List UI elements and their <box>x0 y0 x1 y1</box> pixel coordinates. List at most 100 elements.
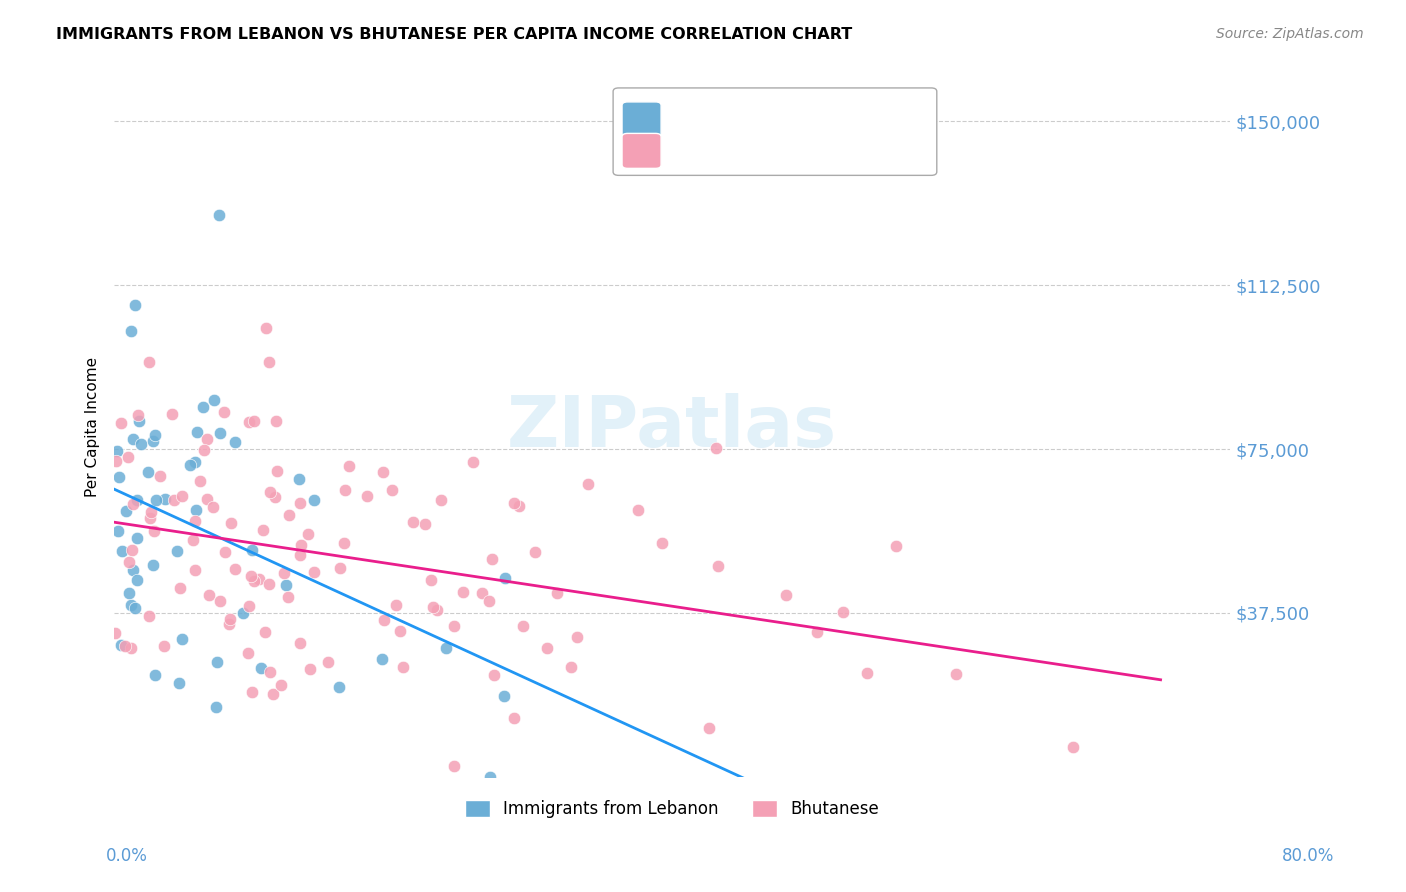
Point <box>107 524 129 538</box>
Point <box>373 613 395 627</box>
Point <box>236 646 259 660</box>
Point <box>232 607 254 621</box>
Point <box>356 489 378 503</box>
Point <box>254 624 277 639</box>
Point <box>240 569 263 583</box>
Point <box>125 531 148 545</box>
Point <box>484 668 506 682</box>
Point <box>413 517 436 532</box>
Point <box>153 639 176 653</box>
Point <box>328 680 350 694</box>
Point <box>184 514 207 528</box>
Point <box>129 437 152 451</box>
Point <box>117 450 139 464</box>
Point <box>512 618 534 632</box>
Point <box>160 408 183 422</box>
Point <box>136 465 159 479</box>
Point <box>240 543 263 558</box>
Point <box>277 590 299 604</box>
Point <box>576 476 599 491</box>
Point <box>141 505 163 519</box>
Text: ZIPatlas: ZIPatlas <box>508 392 838 462</box>
Point <box>257 577 280 591</box>
Point <box>471 586 494 600</box>
Text: 80.0%: 80.0% <box>1281 847 1334 865</box>
Point <box>184 562 207 576</box>
Point <box>238 415 260 429</box>
Point <box>385 599 408 613</box>
Point <box>124 601 146 615</box>
Point <box>707 558 730 573</box>
Point <box>117 555 139 569</box>
Point <box>290 636 312 650</box>
Point <box>214 545 236 559</box>
Point <box>138 354 160 368</box>
Point <box>243 414 266 428</box>
Point <box>198 588 221 602</box>
Point <box>831 605 853 619</box>
Point <box>208 426 231 441</box>
Point <box>287 472 309 486</box>
Point <box>546 586 568 600</box>
Point <box>208 594 231 608</box>
Point <box>257 355 280 369</box>
Point <box>697 722 720 736</box>
Point <box>651 536 673 550</box>
Point <box>565 630 588 644</box>
Point <box>426 603 449 617</box>
Point <box>560 659 582 673</box>
FancyBboxPatch shape <box>621 134 661 169</box>
Point <box>120 598 142 612</box>
Point <box>120 324 142 338</box>
Point <box>145 492 167 507</box>
Point <box>266 464 288 478</box>
Point <box>191 401 214 415</box>
Point <box>266 414 288 428</box>
Point <box>105 444 128 458</box>
Point <box>316 655 339 669</box>
Point <box>163 493 186 508</box>
Point <box>536 641 558 656</box>
Point <box>288 548 311 562</box>
Point <box>478 594 501 608</box>
Point <box>263 490 285 504</box>
Point <box>884 539 907 553</box>
Point <box>508 499 530 513</box>
Point <box>120 640 142 655</box>
Point <box>451 585 474 599</box>
Point <box>333 535 356 549</box>
Point <box>212 405 235 419</box>
Point <box>254 321 277 335</box>
Legend: Immigrants from Lebanon, Bhutanese: Immigrants from Lebanon, Bhutanese <box>458 793 886 824</box>
Point <box>143 427 166 442</box>
Point <box>111 544 134 558</box>
Point <box>302 492 325 507</box>
Point <box>329 561 352 575</box>
Text: 0.0%: 0.0% <box>105 847 148 865</box>
Point <box>139 511 162 525</box>
Point <box>104 454 127 468</box>
Point <box>114 640 136 654</box>
Point <box>184 503 207 517</box>
Point <box>259 484 281 499</box>
Point <box>492 690 515 704</box>
Point <box>110 638 132 652</box>
Point <box>443 759 465 773</box>
Point <box>142 434 165 448</box>
Point <box>388 624 411 639</box>
Point <box>371 652 394 666</box>
Point <box>143 668 166 682</box>
FancyBboxPatch shape <box>613 88 936 176</box>
Point <box>259 665 281 680</box>
Point <box>252 523 274 537</box>
Point <box>706 442 728 456</box>
Y-axis label: Per Capita Income: Per Capita Income <box>86 357 100 497</box>
Point <box>240 684 263 698</box>
Point <box>207 208 229 222</box>
Point <box>290 538 312 552</box>
Point <box>1062 740 1084 755</box>
Point <box>124 298 146 312</box>
Point <box>138 608 160 623</box>
Point <box>143 524 166 538</box>
Point <box>169 581 191 595</box>
